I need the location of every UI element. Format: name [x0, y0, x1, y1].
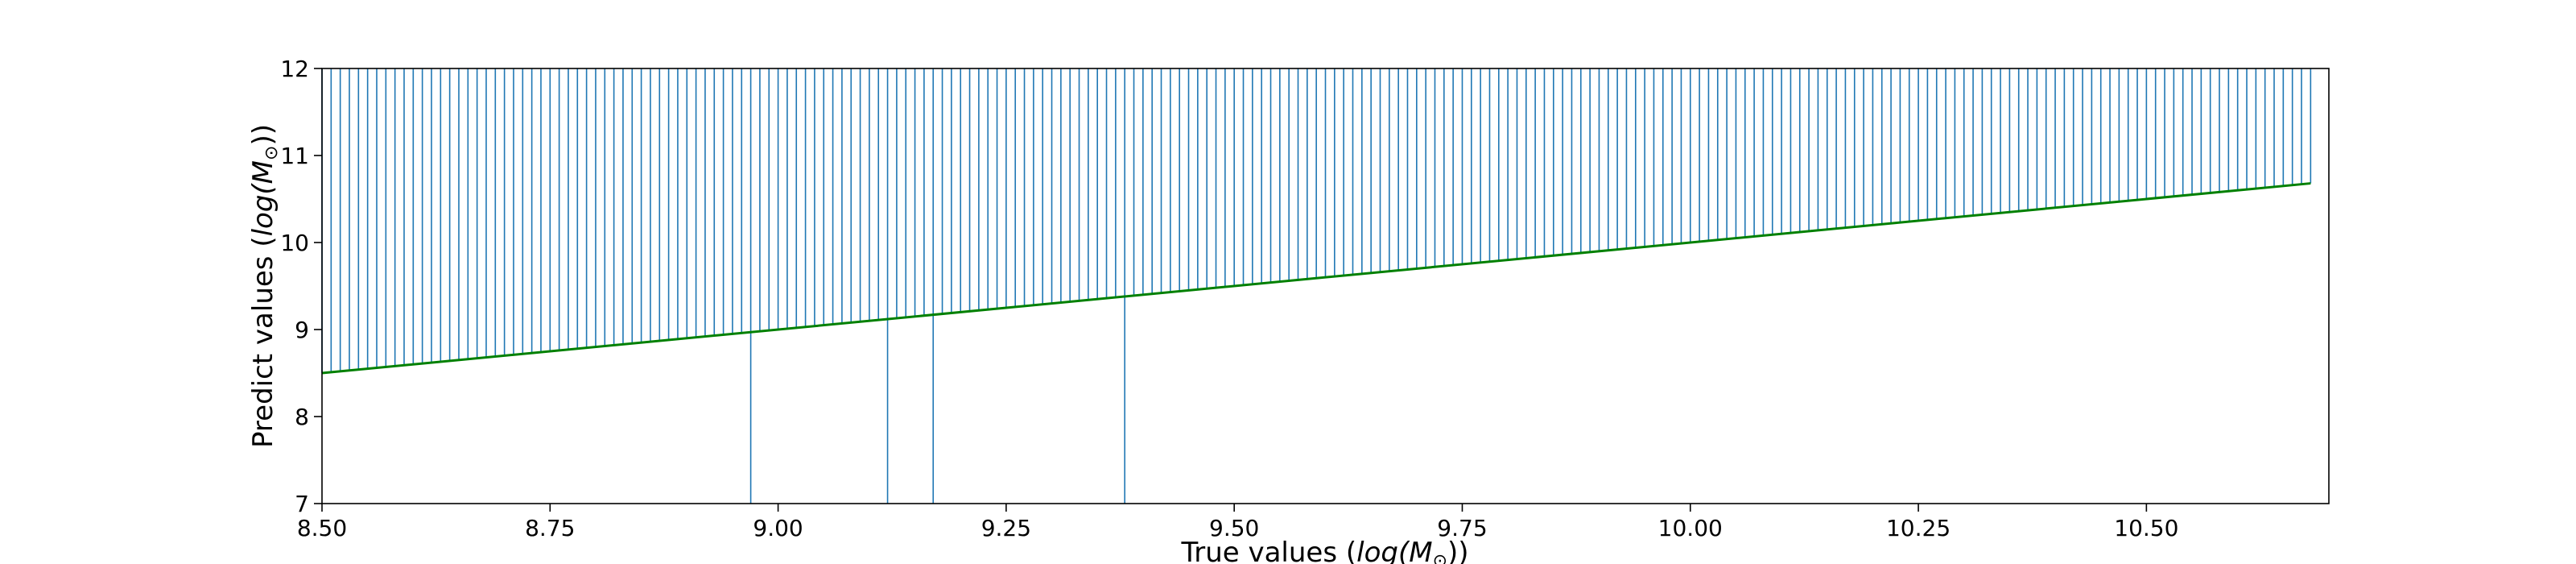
y-tick-label: 11: [280, 143, 309, 169]
chart-marks: [321, 68, 2312, 504]
x-axis-label-suffix: ): [1458, 537, 1468, 564]
x-axis-label-math-close: ): [1447, 537, 1458, 564]
x-axis-label: True values (log(M⊙)): [1180, 537, 1468, 564]
x-tick-label: 10.25: [1886, 515, 1951, 541]
x-tick-label: 9.00: [753, 515, 803, 541]
plot-frame: [321, 68, 2330, 504]
identity-line: [321, 182, 2311, 375]
x-tick-label: 10.00: [1658, 515, 1723, 541]
y-axis-label-math-close: ): [247, 135, 279, 145]
x-tick-label: 9.75: [1437, 515, 1487, 541]
y-axis-label-prefix: Predict values (: [247, 236, 279, 448]
x-tick-label: 9.50: [1209, 515, 1259, 541]
x-tick-label: 8.50: [297, 515, 347, 541]
x-axis-label-math: log(M: [1356, 537, 1432, 564]
x-axis-ticks: 8.50 8.75 9.00 9.25 9.50 9.75 10.00 10.25 10.50: [297, 504, 2178, 541]
y-tick-label: 12: [280, 56, 309, 82]
x-tick-label: 9.25: [981, 515, 1031, 541]
y-tick-label: 8: [295, 404, 309, 430]
y-tick-label: 7: [295, 491, 309, 517]
y-tick-label: 10: [280, 230, 309, 256]
y-tick-label: 9: [295, 317, 309, 343]
y-axis-ticks: 7 8 9 10 11 12: [280, 56, 322, 517]
y-axis-label-subscript: ⊙: [262, 146, 282, 160]
y-axis-label-suffix: ): [247, 124, 279, 135]
x-axis-label-subscript: ⊙: [1433, 551, 1447, 564]
y-axis-label: Predict values (log(M⊙)): [247, 124, 282, 448]
y-axis-label-math: log(M: [247, 160, 279, 236]
x-tick-label: 10.50: [2114, 515, 2178, 541]
x-axis-label-prefix: True values (: [1180, 537, 1356, 564]
x-tick-label: 8.75: [525, 515, 575, 541]
